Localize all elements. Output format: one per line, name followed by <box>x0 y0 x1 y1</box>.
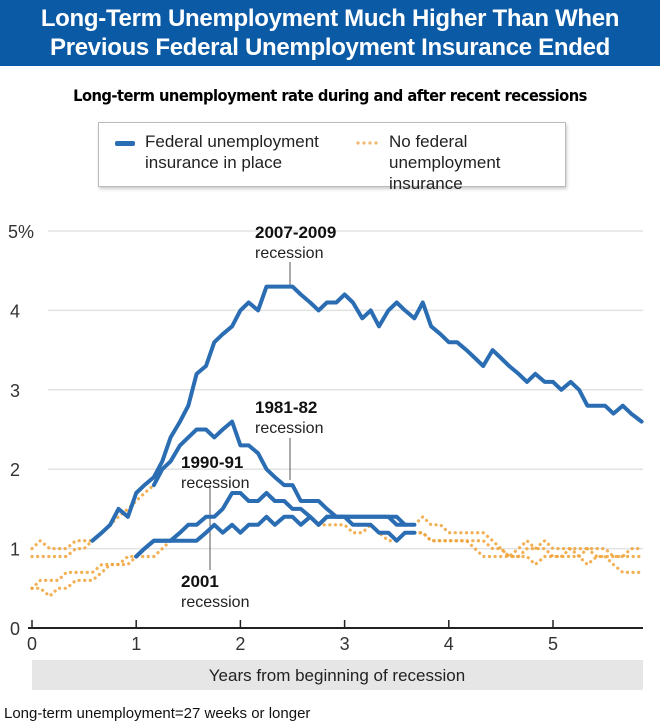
x-tick-label: 2 <box>235 634 245 654</box>
x-axis-label: Years from beginning of recession <box>209 666 465 685</box>
y-tick-label: 2 <box>10 460 20 480</box>
legend-swatch-federal <box>115 141 135 146</box>
y-tick-label: 4 <box>10 301 20 321</box>
y-tick-label: 3 <box>10 381 20 401</box>
annotation-text: recession <box>181 475 249 492</box>
y-tick-label: 5% <box>8 222 34 242</box>
series-line-1981-82-federal <box>151 419 417 527</box>
legend-label-federal: Federal unemployment insurance in place <box>145 132 319 172</box>
annotation-text: recession <box>255 420 323 437</box>
header-title-line2: Previous Federal Unemployment Insurance … <box>50 34 610 61</box>
x-tick-label: 1 <box>131 634 141 654</box>
chart-title: Long-term unemployment rate during and a… <box>73 86 587 105</box>
series-line-2007-2009-federal <box>90 284 644 543</box>
x-axis-label-band <box>32 660 643 690</box>
x-tick-label: 4 <box>444 634 454 654</box>
series-line-2001-no-federal <box>30 539 173 598</box>
y-tick-label: 1 <box>10 540 20 560</box>
annotation-title: 1981-82 <box>255 398 317 417</box>
legend-swatch-no-federal <box>355 141 379 145</box>
footnote: Long-term unemployment=27 weeks or longe… <box>4 705 311 722</box>
x-tick-label: 0 <box>27 634 37 654</box>
annotation-text: recession <box>181 594 249 611</box>
series-line-2001-federal <box>134 514 407 559</box>
annotation-title: 1990-91 <box>181 453 243 472</box>
series-line-1981-82-no-federal <box>412 515 644 559</box>
series-line-1990-91-no-federal <box>30 554 138 590</box>
annotation-title: 2007-2009 <box>255 223 336 242</box>
x-tick-label: 3 <box>340 634 350 654</box>
annotation-text: recession <box>255 245 323 262</box>
series-line-1990-91-federal <box>134 491 417 559</box>
legend: Federal unemployment insurance in place N… <box>98 122 566 193</box>
header-title-line1: Long-Term Unemployment Much Higher Than … <box>40 5 620 32</box>
page-header: Long-Term Unemployment Much Higher Than … <box>0 0 660 66</box>
legend-label-no-federal: No federal unemployment insurance <box>389 132 501 193</box>
series-line-1990-91-no-federal <box>412 531 644 559</box>
x-tick-label: 5 <box>548 634 558 654</box>
annotation-title: 2001 <box>181 572 219 591</box>
y-tick-label: 0 <box>10 619 20 639</box>
